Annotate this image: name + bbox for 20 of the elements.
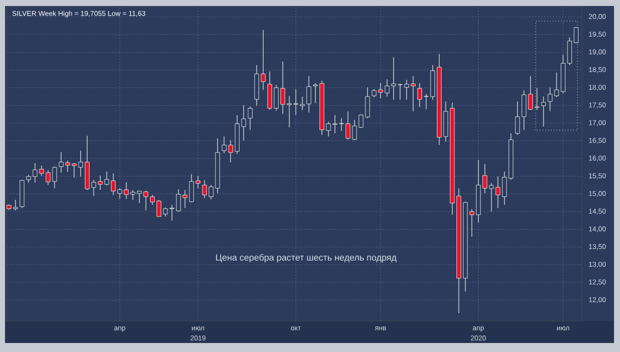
candlestick — [280, 61, 286, 114]
candlestick — [124, 182, 129, 200]
candlestick — [117, 188, 122, 200]
candlestick — [130, 190, 136, 200]
candlestick — [78, 150, 84, 177]
candlestick — [541, 96, 546, 127]
candlestick — [98, 175, 103, 190]
candlestick — [260, 30, 266, 90]
candlestick — [306, 76, 312, 113]
candlestick — [286, 95, 292, 128]
candlestick — [110, 173, 116, 196]
candlestick — [248, 106, 253, 130]
candlestick — [469, 208, 474, 238]
candlestick — [91, 179, 96, 196]
candlestick — [424, 94, 429, 110]
candlestick — [417, 82, 422, 108]
candlestick — [300, 96, 305, 110]
candlestick — [274, 84, 279, 112]
candlestick — [104, 171, 110, 186]
annotation: Цена серебра растет шесть недель подряд — [216, 254, 396, 262]
